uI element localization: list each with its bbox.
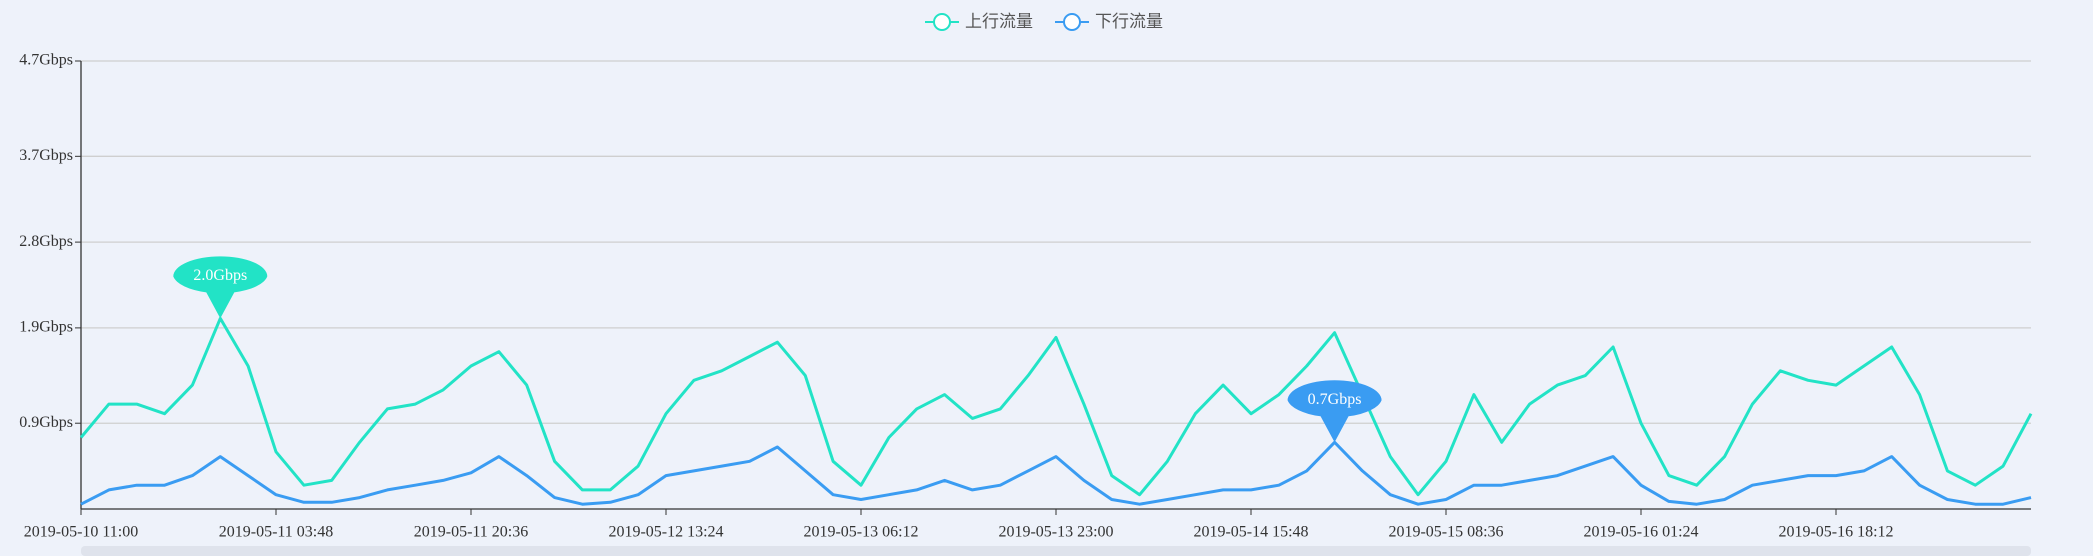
mark-point-label: 2.0Gbps <box>193 267 247 284</box>
series-line <box>80 440 2032 506</box>
legend-icon <box>933 13 951 31</box>
x-tick-label: 2019-05-14 15:48 <box>1193 524 1308 541</box>
legend-icon <box>1063 13 1081 31</box>
y-tick-label: 1.9Gbps <box>19 319 73 336</box>
x-tick-label: 2019-05-10 11:00 <box>24 524 139 541</box>
x-tick-label: 2019-05-13 23:00 <box>998 524 1113 541</box>
mark-point <box>173 256 268 319</box>
x-tick-label: 2019-05-16 18:12 <box>1778 524 1893 541</box>
y-tick-label: 4.7Gbps <box>19 52 73 69</box>
legend-label: 上行流量 <box>965 12 1033 32</box>
x-tick-label: 2019-05-11 03:48 <box>219 524 334 541</box>
y-tick-label: 0.9Gbps <box>19 414 73 431</box>
legend-label: 下行流量 <box>1095 12 1163 32</box>
zoom-slider[interactable] <box>81 546 2031 556</box>
x-tick-label: 2019-05-15 08:36 <box>1388 524 1503 541</box>
series-line <box>79 316 2033 497</box>
x-tick-label: 2019-05-12 13:24 <box>608 524 723 541</box>
y-tick-label: 3.7Gbps <box>19 147 73 164</box>
x-tick-label: 2019-05-11 20:36 <box>414 524 529 541</box>
x-tick-label: 2019-05-13 06:12 <box>803 524 918 541</box>
mark-point-label: 0.7Gbps <box>1308 391 1362 408</box>
mark-point <box>1287 380 1382 443</box>
x-tick-label: 2019-05-16 01:24 <box>1583 524 1698 541</box>
y-tick-label: 2.8Gbps <box>19 233 73 250</box>
legend: 上行流量 下行流量 <box>925 12 1163 32</box>
